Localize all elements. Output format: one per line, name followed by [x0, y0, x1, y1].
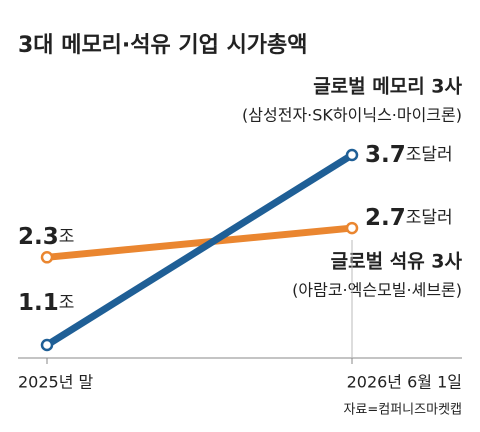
- point: [40, 251, 54, 264]
- x-tick-label: 2026년 6월 1일: [347, 373, 462, 392]
- series-name: 글로벌 메모리 3사: [313, 76, 462, 98]
- x-tick-label: 2025년 말: [18, 373, 94, 392]
- value-label: 2.3조: [18, 224, 74, 250]
- value-label: 1.1조: [18, 290, 74, 316]
- series-line: [45, 152, 354, 348]
- point: [345, 148, 359, 162]
- source: 자료=컴퍼니즈마켓캡: [343, 403, 462, 418]
- point: [345, 221, 359, 235]
- value-label: 2.7조달러: [365, 205, 453, 231]
- series-line: [46, 224, 353, 261]
- series-name: 글로벌 석유 3사: [331, 251, 463, 273]
- series-note: (아람코·엑슨모빌·셰브론): [292, 281, 462, 300]
- chart-title: 3대 메모리·석유 기업 시가총액: [18, 33, 308, 58]
- series-note: (삼성전자·SK하이닉스·마이크론): [242, 106, 462, 125]
- value-label: 3.7조달러: [365, 142, 453, 168]
- point: [40, 338, 54, 352]
